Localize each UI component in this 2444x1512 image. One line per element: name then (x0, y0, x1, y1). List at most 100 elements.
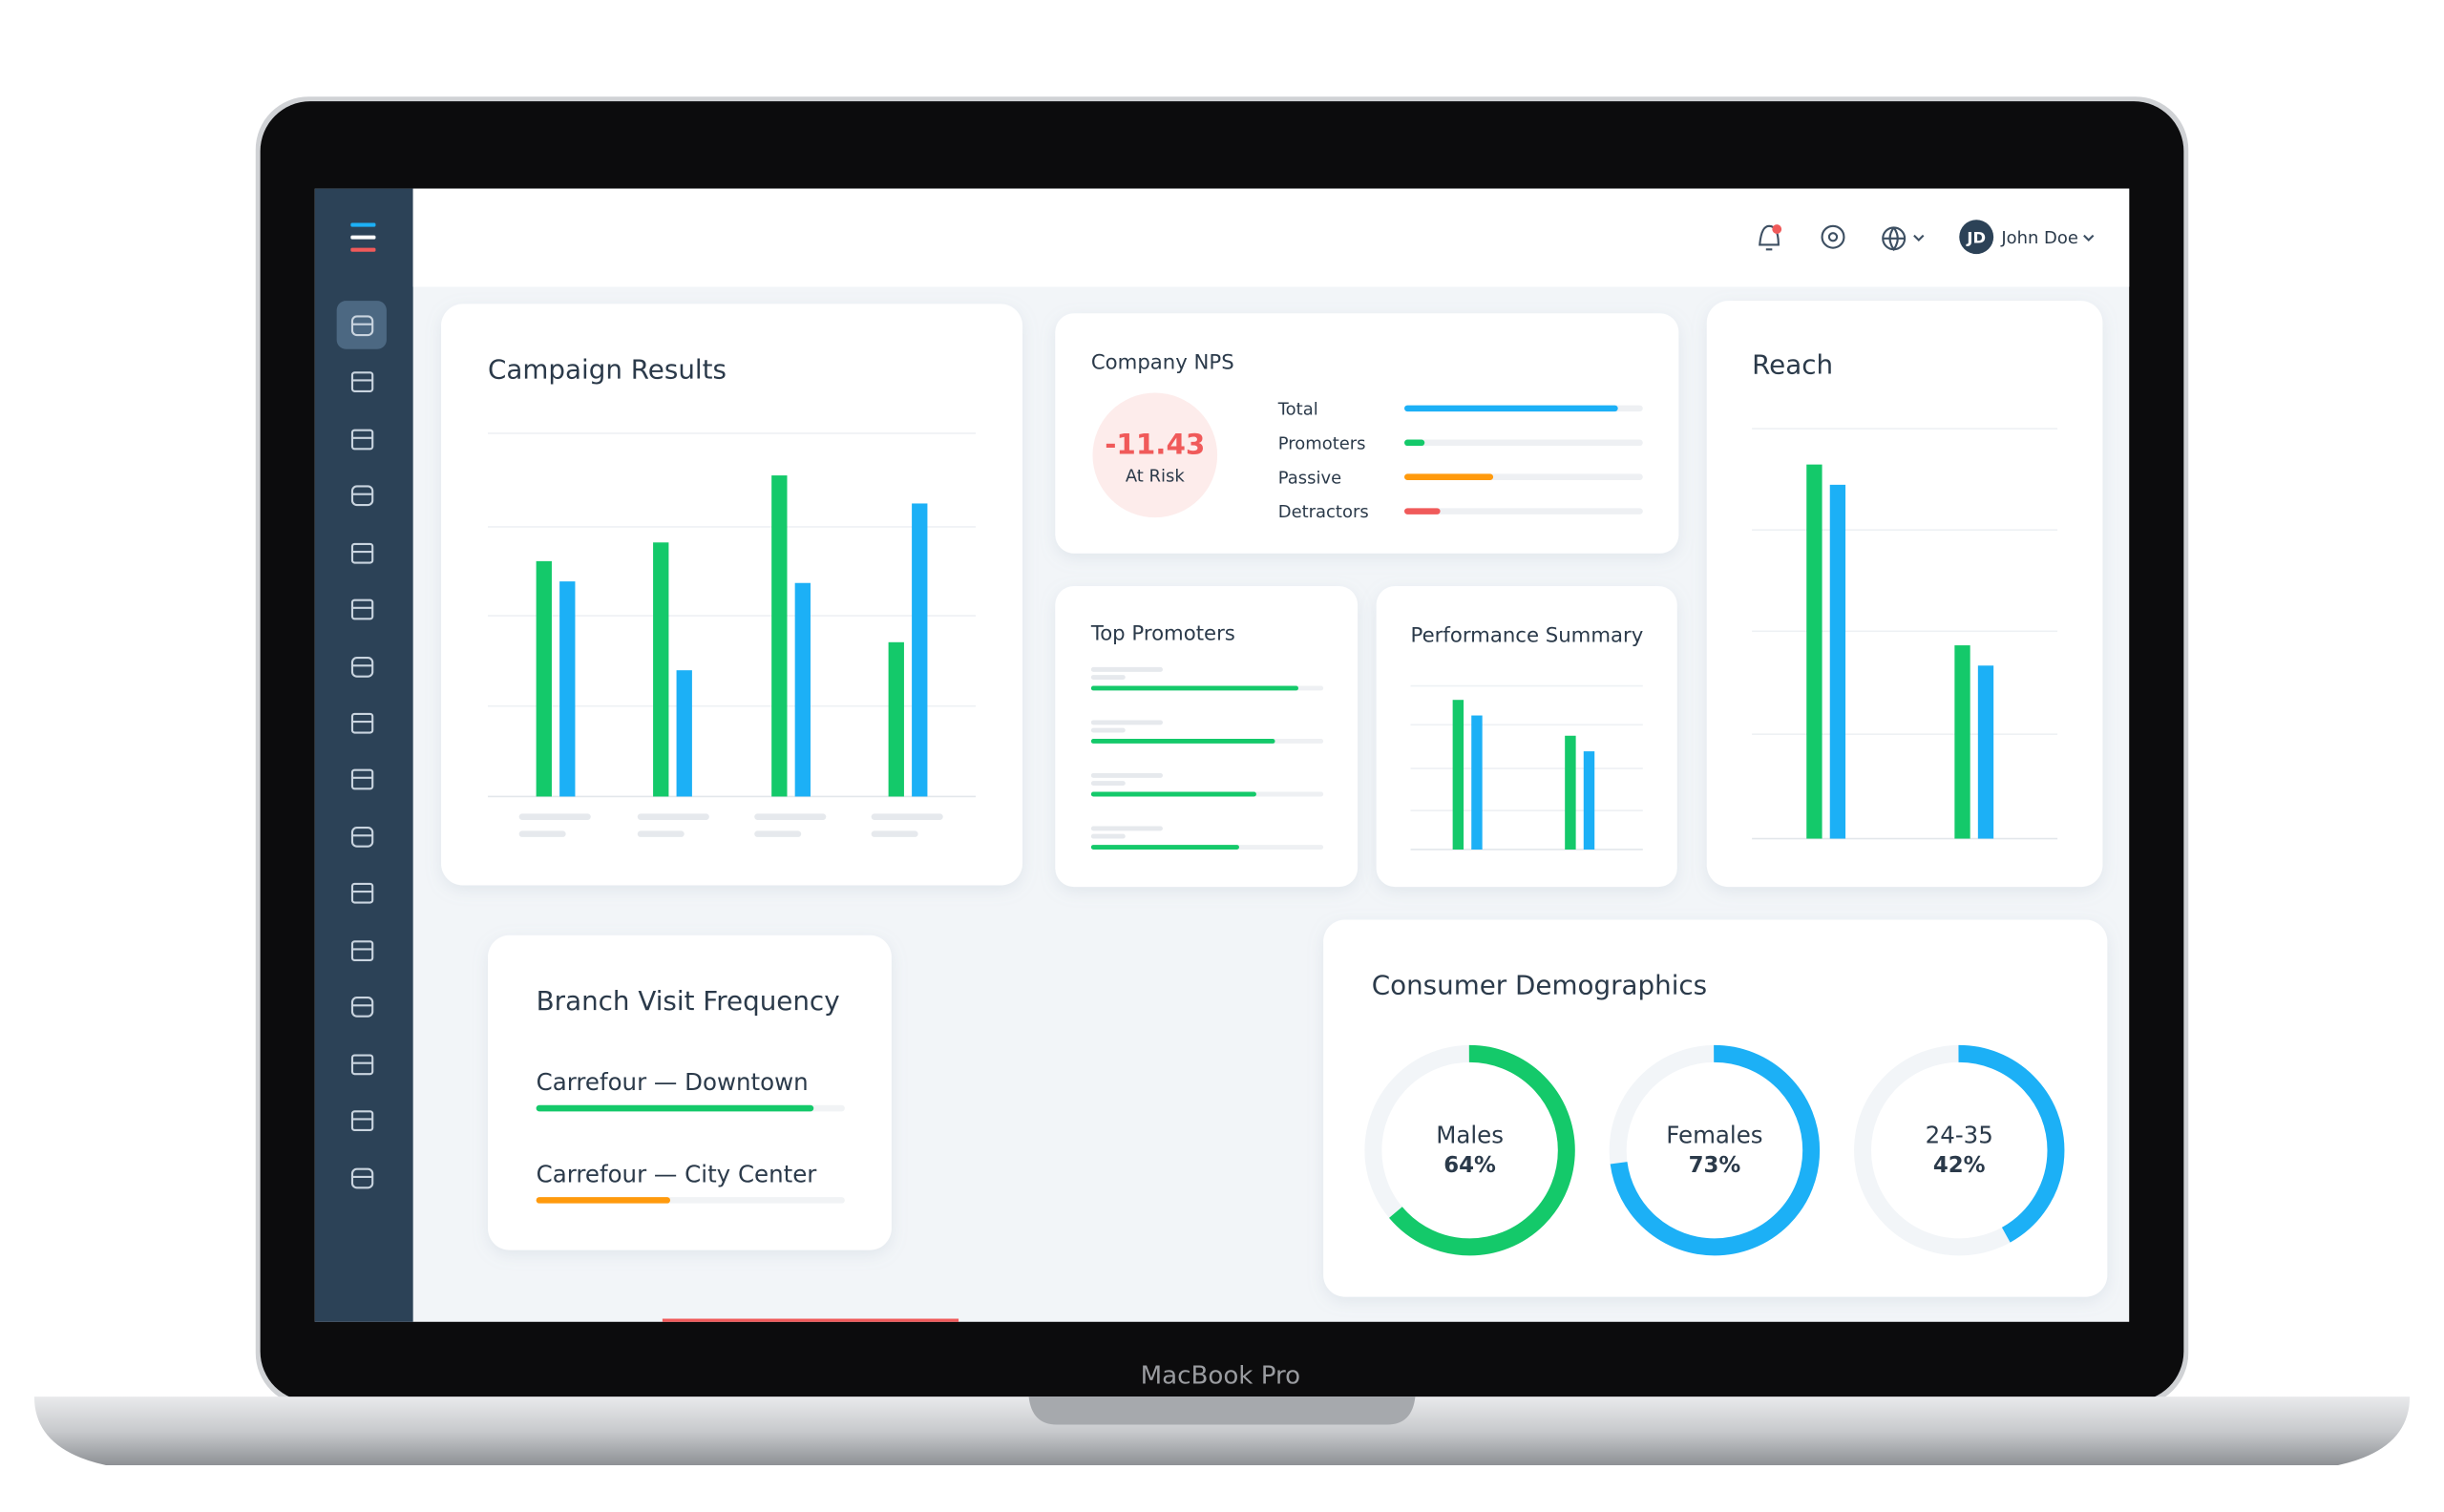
card-title: Branch Visit Frequency (537, 985, 840, 1017)
reach-card (1706, 301, 2103, 888)
progress-track (1404, 439, 1643, 447)
nps-row-label: Detractors (1278, 502, 1369, 522)
bar (1829, 484, 1846, 839)
progress-bar (1404, 508, 1441, 514)
avatar (1959, 220, 1994, 255)
bar (1452, 700, 1464, 850)
gear-center (1827, 232, 1839, 242)
label-placeholder (637, 830, 685, 837)
gear-icon (1821, 224, 1845, 249)
bar (888, 641, 904, 797)
campaign-card (441, 304, 1023, 886)
menu-button[interactable] (350, 222, 376, 252)
nps-status: At Risk (1126, 467, 1186, 487)
label-placeholder (1090, 666, 1163, 672)
nav-item[interactable] (350, 882, 374, 904)
nav-item[interactable] (350, 997, 374, 1018)
nav-item[interactable] (350, 371, 374, 392)
nav-icon (350, 712, 374, 734)
bar (1471, 715, 1483, 850)
donut-label: Males (1436, 1121, 1504, 1148)
laptop-label: MacBook Pro (1141, 1361, 1301, 1390)
header-bar (412, 188, 2130, 287)
progress-track (1404, 508, 1643, 514)
label-placeholder (518, 830, 566, 837)
bar (653, 542, 669, 797)
nav-item[interactable] (350, 657, 374, 678)
label-placeholder (1090, 727, 1126, 733)
label-placeholder (754, 830, 802, 837)
demographics-card (1323, 919, 2108, 1297)
nps-badge (1092, 392, 1218, 518)
nav-icon (350, 542, 374, 564)
label-placeholder (518, 813, 591, 820)
nav-item[interactable] (350, 598, 374, 620)
nav-item[interactable] (350, 542, 374, 564)
nav-icon (350, 485, 374, 507)
nav-icon (350, 882, 374, 904)
settings[interactable] (1821, 224, 1845, 249)
nav-item[interactable] (350, 712, 374, 734)
avatar-initials: JD (1966, 228, 1986, 246)
nav-item[interactable] (350, 940, 374, 961)
nav-icon (350, 768, 374, 790)
nav-item[interactable] (350, 827, 374, 848)
nav-icon (350, 598, 374, 620)
donut-value: 73% (1689, 1153, 1741, 1178)
progress-bar (1404, 473, 1494, 480)
progress-bar (1090, 739, 1275, 744)
nav-item[interactable] (350, 768, 374, 790)
promoters-card (1055, 586, 1359, 888)
nav-item[interactable] (350, 315, 374, 337)
bar (794, 582, 811, 797)
nav-icon (350, 1054, 374, 1076)
card-title: Reach (1752, 349, 1833, 381)
progress-bar (1404, 439, 1425, 447)
laptop-base (33, 1396, 2411, 1466)
card-title: Campaign Results (488, 354, 727, 386)
label-placeholder (1090, 826, 1163, 831)
language[interactable] (1882, 226, 1925, 252)
progress-bar (1090, 845, 1239, 850)
card-title: Top Promoters (1090, 622, 1235, 646)
nps-card (1055, 313, 1679, 554)
label-placeholder (754, 813, 827, 820)
donut-value: 64% (1443, 1153, 1496, 1178)
label-placeholder (1090, 675, 1126, 680)
nav-item[interactable] (350, 485, 374, 507)
nav-item[interactable] (350, 1167, 374, 1189)
donut-value: 42% (1933, 1153, 1986, 1178)
notifications[interactable] (1759, 224, 1782, 251)
performance-card (1376, 586, 1677, 888)
progress-bar (536, 1197, 671, 1204)
nav-item[interactable] (350, 429, 374, 451)
menu-line (350, 222, 376, 227)
label-placeholder (1090, 833, 1126, 839)
nav-icon (350, 429, 374, 451)
nps-row-label: Passive (1278, 468, 1341, 488)
branch-label: Carrefour — City Center (537, 1160, 818, 1187)
donut-arc (1854, 1044, 2065, 1256)
nav-item[interactable] (350, 1110, 374, 1131)
progress-bar (1090, 791, 1256, 797)
user-name: John Doe (2000, 228, 2078, 248)
nav-icon (350, 940, 374, 961)
user-menu[interactable]: JD John Doe (1959, 220, 2095, 255)
donut-arc (1609, 1044, 1821, 1256)
sidebar (314, 188, 413, 1322)
branch-card (488, 934, 892, 1250)
nav-icon (350, 997, 374, 1018)
card-title: Consumer Demographics (1372, 970, 1707, 1001)
donut-label: Females (1666, 1121, 1762, 1148)
label-placeholder (1090, 781, 1126, 787)
bar (536, 560, 552, 797)
progress-bar (1090, 685, 1298, 691)
bar (559, 581, 576, 797)
bar (1583, 751, 1595, 850)
chevron (2083, 234, 2095, 242)
nav-item[interactable] (350, 1054, 374, 1076)
menu-line (350, 235, 376, 240)
branch-label: Carrefour — Downtown (537, 1068, 809, 1096)
